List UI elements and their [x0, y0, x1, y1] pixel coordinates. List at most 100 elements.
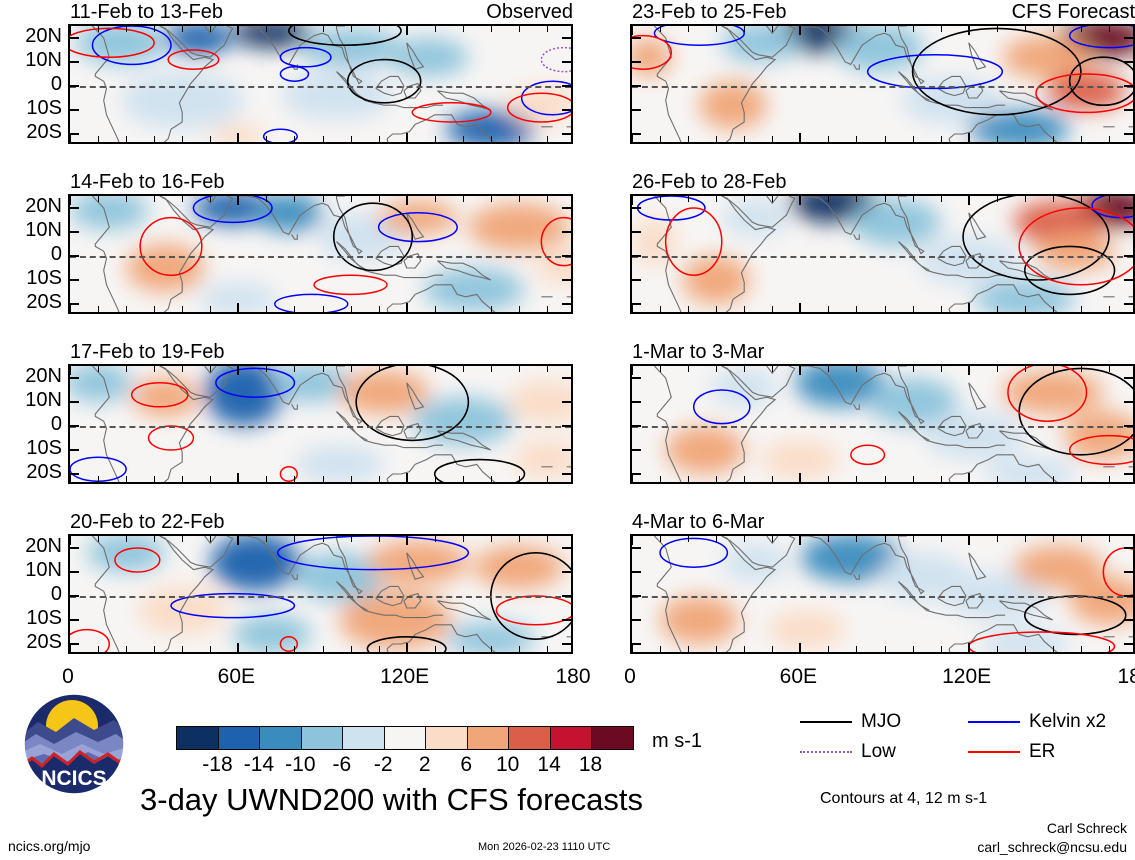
- axis-tick: [237, 366, 240, 375]
- y-axis-tick-label: 10N: [25, 49, 62, 71]
- axis-tick: [98, 196, 100, 202]
- axis-tick: [1052, 646, 1054, 652]
- axis-tick: [632, 303, 633, 312]
- axis-tick: [182, 646, 184, 652]
- axis-tick: [828, 646, 830, 652]
- axis-tick: [154, 26, 156, 32]
- axis-tick: [350, 136, 352, 142]
- axis-tick: [322, 136, 324, 142]
- axis-tick: [378, 366, 380, 372]
- axis-tick: [294, 536, 296, 542]
- ncics-logo: NCICS: [22, 692, 126, 796]
- axis-tick: [182, 196, 184, 202]
- axis-tick: [884, 306, 886, 312]
- axis-tick: [1124, 401, 1133, 403]
- axis-tick: [405, 643, 408, 652]
- axis-tick: [70, 133, 79, 135]
- x-axis-labels-left: 0 60E 120E 180: [62, 666, 590, 692]
- axis-tick: [1024, 366, 1026, 372]
- axis-tick: [799, 643, 802, 652]
- axis-tick: [1124, 547, 1133, 549]
- y-axis-tick-label: 10N: [25, 389, 62, 411]
- axis-tick: [462, 306, 464, 312]
- axis-tick: [405, 536, 408, 545]
- axis-tick: [772, 536, 774, 542]
- axis-tick: [70, 366, 71, 375]
- axis-tick: [632, 571, 641, 573]
- axis-tick: [884, 536, 886, 542]
- axis-tick: [996, 536, 998, 542]
- axis-tick: [434, 646, 436, 652]
- axis-tick: [294, 136, 296, 142]
- axis-tick: [1024, 26, 1026, 32]
- axis-tick: [350, 306, 352, 312]
- footer-site[interactable]: ncics.org/mjo: [8, 838, 91, 854]
- axis-tick: [632, 449, 641, 451]
- axis-tick: [632, 133, 633, 142]
- axis-tick: [688, 136, 690, 142]
- axis-tick: [182, 306, 184, 312]
- axis-tick: [70, 643, 79, 645]
- axis-tick: [266, 536, 268, 542]
- axis-tick: [856, 306, 858, 312]
- axis-tick: [940, 136, 942, 142]
- y-axis-tick-label: 10S: [26, 267, 62, 289]
- legend-line-swatch: [968, 720, 1020, 723]
- axis-tick: [294, 476, 296, 482]
- axis-tick: [266, 196, 268, 202]
- axis-tick: [70, 133, 71, 142]
- y-axis-tick-label: 20S: [26, 631, 62, 653]
- x-axis-tick-label: 0: [624, 665, 636, 688]
- axis-tick: [744, 306, 746, 312]
- axis-tick: [940, 196, 942, 202]
- axis-tick: [434, 26, 436, 32]
- axis-tick: [996, 196, 998, 202]
- axis-tick: [405, 26, 408, 35]
- axis-tick: [350, 536, 352, 542]
- axis-tick: [1108, 196, 1110, 202]
- axis-tick: [1124, 231, 1133, 233]
- axis-tick: [518, 366, 520, 372]
- equator-line: [632, 426, 1133, 428]
- axis-tick: [856, 476, 858, 482]
- axis-tick: [716, 366, 718, 372]
- axis-tick: [828, 26, 830, 32]
- axis-tick: [996, 306, 998, 312]
- axis-tick: [562, 449, 571, 451]
- map-panel: [630, 194, 1135, 314]
- colorbar-tick-label: -10: [285, 753, 316, 776]
- colorbar-segment: [592, 727, 634, 749]
- y-axis-labels: 20N 10N 0 10S 20S: [4, 24, 62, 144]
- axis-tick: [799, 303, 802, 312]
- axis-tick: [562, 279, 571, 281]
- map-panel: [630, 364, 1135, 484]
- axis-tick: [967, 473, 970, 482]
- x-axis-labels-right: 0 60E 120E 180: [624, 666, 1135, 692]
- axis-tick: [462, 26, 464, 32]
- axis-tick: [562, 547, 571, 549]
- axis-tick: [1080, 536, 1082, 542]
- axis-tick: [912, 196, 914, 202]
- axis-tick: [688, 646, 690, 652]
- axis-tick: [1124, 37, 1133, 39]
- axis-tick: [632, 133, 641, 135]
- axis-tick: [434, 136, 436, 142]
- y-axis-tick-label: 20S: [26, 121, 62, 143]
- colorbar-segment: [343, 727, 385, 749]
- axis-tick: [266, 26, 268, 32]
- axis-tick: [462, 476, 464, 482]
- axis-tick: [1124, 133, 1133, 135]
- axis-tick: [1024, 476, 1026, 482]
- axis-tick: [688, 536, 690, 542]
- axis-tick: [744, 366, 746, 372]
- axis-tick: [562, 643, 571, 645]
- map-panel: [630, 24, 1135, 144]
- legend-line-swatch: [968, 750, 1020, 753]
- axis-tick: [434, 476, 436, 482]
- axis-tick: [967, 133, 970, 142]
- legend-line-swatch: [800, 750, 852, 753]
- axis-tick: [716, 646, 718, 652]
- axis-tick: [98, 136, 100, 142]
- axis-tick: [772, 646, 774, 652]
- footer-email[interactable]: carl_schreck@ncsu.edu: [977, 839, 1127, 855]
